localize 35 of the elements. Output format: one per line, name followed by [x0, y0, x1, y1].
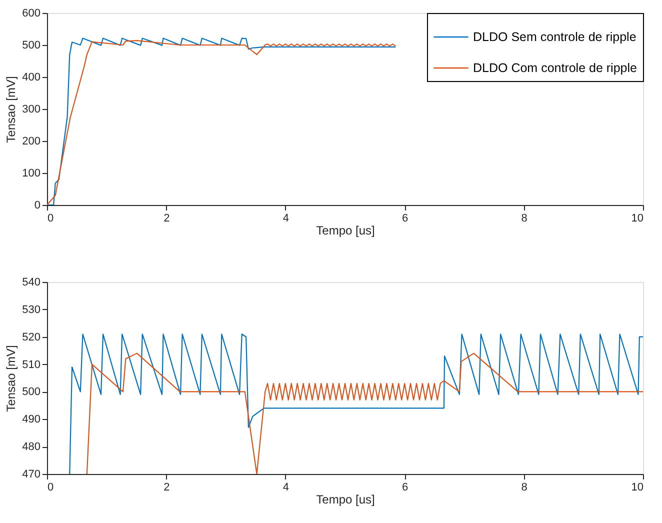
x-axis-title: Tempo [us]	[316, 224, 375, 238]
x-tick-label: 8	[521, 482, 528, 494]
y-tick-label: 600	[22, 8, 40, 20]
x-tick-label: 2	[164, 482, 170, 494]
y-axis-title: Tensao [mV]	[4, 345, 18, 412]
x-tick-label: 10	[631, 212, 644, 224]
y-tick-label: 480	[22, 441, 40, 454]
legend-label: DLDO Sem controle de ripple	[473, 30, 636, 44]
y-tick-label: 500	[22, 386, 40, 398]
y-tick-label: 400	[22, 72, 40, 84]
x-tick-label: 8	[521, 212, 528, 224]
y-tick-label: 520	[22, 331, 40, 344]
x-tick-label: 4	[282, 212, 289, 224]
y-tick-label: 490	[22, 414, 40, 426]
y-axis-title: Tensao [mV]	[4, 76, 18, 143]
y-tick-label: 0	[34, 200, 40, 212]
y-tick-label: 510	[22, 358, 40, 371]
y-tick-label: 300	[22, 104, 40, 116]
x-axis-title: Tempo [us]	[316, 492, 375, 506]
y-tick-label: 500	[22, 40, 40, 52]
y-tick-label: 470	[22, 468, 40, 480]
x-tick-label: 0	[48, 212, 54, 224]
y-tick-label: 530	[22, 304, 40, 316]
y-tick-label: 200	[22, 136, 40, 148]
x-tick-label: 2	[164, 212, 170, 224]
x-tick-label: 4	[282, 482, 289, 494]
legend-label: DLDO Com controle de ripple	[473, 61, 638, 75]
y-tick-label: 540	[22, 276, 40, 288]
x-tick-label: 6	[402, 212, 408, 224]
line-series	[86, 352, 643, 474]
y-tick-label: 100	[22, 168, 40, 180]
line-series	[69, 334, 643, 474]
x-tick-label: 6	[402, 482, 408, 494]
x-tick-label: 10	[631, 482, 644, 494]
x-tick-label: 0	[48, 482, 54, 494]
